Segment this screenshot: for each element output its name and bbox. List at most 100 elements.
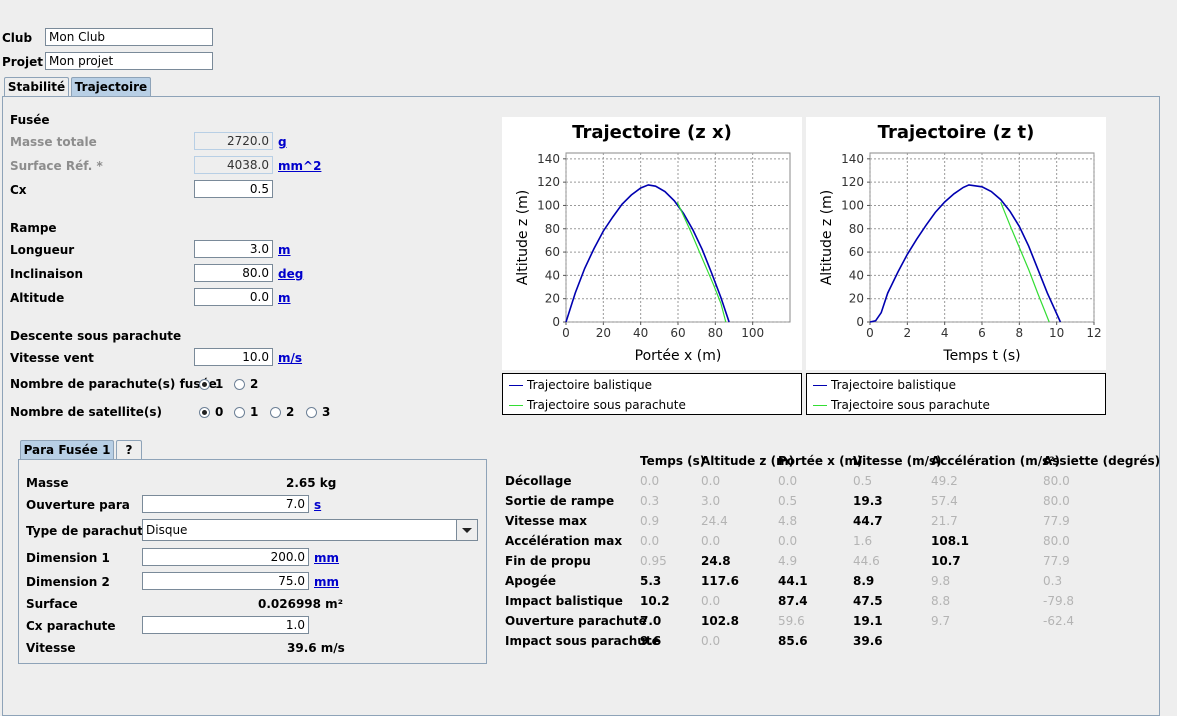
club-label: Club [2,31,33,45]
y-tick-label: 120 [537,175,560,189]
dimension-2-input[interactable] [142,572,309,590]
y-tick-label: 140 [537,152,560,166]
type-parachute-value: Disque [146,523,188,537]
radio-selected-icon [199,378,210,390]
results-column-header: Accélération (m/s²) [931,454,1060,468]
surface-ref-field [194,156,273,174]
ouverture-unit-link[interactable]: s [314,498,322,512]
results-cell: 57.4 [931,494,958,508]
x-axis-label: Temps t (s) [942,348,1020,364]
y-tick-label: 140 [841,152,864,166]
results-cell: 80.0 [1043,474,1070,488]
dimension-1-input[interactable] [142,548,309,566]
results-cell: 0.95 [640,554,667,568]
results-cell: 0.5 [778,494,798,508]
results-row-label: Ouverture parachute [505,614,647,628]
results-cell: 3.0 [701,494,721,508]
results-row-label: Vitesse max [505,514,588,528]
para-surface-value: 0.026998 m² [258,597,343,611]
series-line-balistique [565,184,730,323]
vitesse-vent-input[interactable] [194,348,273,366]
parachute-radio-1[interactable]: 1 [199,377,223,391]
longueur-unit-link[interactable]: m [278,243,291,257]
results-column-header: Temps (s) [640,454,706,468]
chart-zx: Trajectoire (z x) 0 20 40 60 80 100 0 20 40 60 80 10… [515,122,791,364]
masse-totale-label: Masse totale [10,135,97,149]
results-cell: 44.1 [778,574,808,588]
results-cell: 102.8 [701,614,739,628]
results-cell: 0.0 [778,474,798,488]
results-column-header: Assiette (degrés) [1043,454,1161,468]
results-column-header: Portée x (m) [778,454,863,468]
inclinaison-input[interactable] [194,264,273,282]
tab-para-help[interactable]: ? [116,440,142,460]
y-axis-label: Altitude z (m) [515,190,531,286]
inclinaison-unit-link[interactable]: deg [278,267,304,281]
results-cell: 85.6 [778,634,808,648]
y-tick-label: 80 [849,222,864,236]
radio-icon [234,378,245,390]
results-cell: 0.5 [853,474,873,488]
parachute-radio-2[interactable]: 2 [234,377,258,391]
descente-section-title: Descente sous parachute [10,329,182,343]
results-cell: 10.2 [640,594,670,608]
dimension-1-unit-link[interactable]: mm [314,551,340,565]
results-row-label: Fin de propu [505,554,591,568]
altitude-input[interactable] [194,288,273,306]
satellite-radio-2[interactable]: 2 [270,405,294,419]
longueur-input[interactable] [194,240,273,258]
dimension-1-label: Dimension 1 [26,551,110,565]
ouverture-para-input[interactable] [142,495,309,513]
results-cell: 4.8 [778,514,798,528]
x-tick-label: 60 [670,326,685,340]
dimension-2-label: Dimension 2 [26,575,110,589]
x-tick-label: 0 [562,326,570,340]
results-column-header: Altitude z (m) [701,454,795,468]
results-cell: 1.6 [853,534,873,548]
cx-input[interactable] [194,180,273,198]
rampe-section-title: Rampe [10,221,57,235]
type-parachute-select[interactable]: Disque [142,519,478,541]
satellite-radio-0[interactable]: 0 [199,405,223,419]
surface-unit-link[interactable]: mm^2 [278,159,322,173]
y-tick-label: 20 [849,292,864,306]
results-cell: 0.0 [640,534,660,548]
club-input[interactable] [45,28,213,46]
results-cell: 24.8 [701,554,731,568]
para-masse-label: Masse [26,476,69,490]
results-cell: 44.7 [853,514,883,528]
satellite-radio-3[interactable]: 3 [306,405,330,419]
y-tick-label: 60 [849,245,864,259]
nb-satellites-label: Nombre de satellite(s) [10,405,162,419]
results-cell: 9.8 [931,574,951,588]
y-tick-label: 40 [849,268,864,282]
dimension-2-unit-link[interactable]: mm [314,575,340,589]
results-cell: 80.0 [1043,534,1070,548]
line-swatch-icon [509,404,523,406]
tab-stabilite[interactable]: Stabilité [4,77,69,97]
results-cell: 117.6 [701,574,739,588]
results-row-label: Impact sous parachute [505,634,660,648]
results-cell: 44.6 [853,554,880,568]
results-cell: 7.0 [640,614,662,628]
results-cell: -62.4 [1043,614,1075,628]
masse-unit-link[interactable]: g [278,135,287,149]
series-line-balistique [869,184,1062,323]
results-cell: 5.3 [640,574,662,588]
projet-input[interactable] [45,52,213,70]
altitude-unit-link[interactable]: m [278,291,291,305]
cx-label: Cx [10,183,27,197]
chart-zx-panel: Trajectoire (z x) 0 20 40 60 80 100 0 20 40 60 80 10… [502,117,802,370]
para-masse-value: 2.65 kg [286,476,337,490]
results-row-label: Apogée [505,574,556,588]
vitesse-vent-unit-link[interactable]: m/s [278,351,303,365]
cx-parachute-input[interactable] [142,616,309,634]
chevron-down-icon[interactable] [456,520,477,540]
results-cell: 47.5 [853,594,883,608]
legend-zx: Trajectoire balistique Trajectoire sous … [502,373,802,415]
tab-para-fusee-1[interactable]: Para Fusée 1 [20,440,114,460]
results-cell: 9.6 [640,634,662,648]
satellite-radio-1[interactable]: 1 [234,405,258,419]
results-cell: 19.3 [853,494,883,508]
tab-trajectoire[interactable]: Trajectoire [71,77,151,97]
